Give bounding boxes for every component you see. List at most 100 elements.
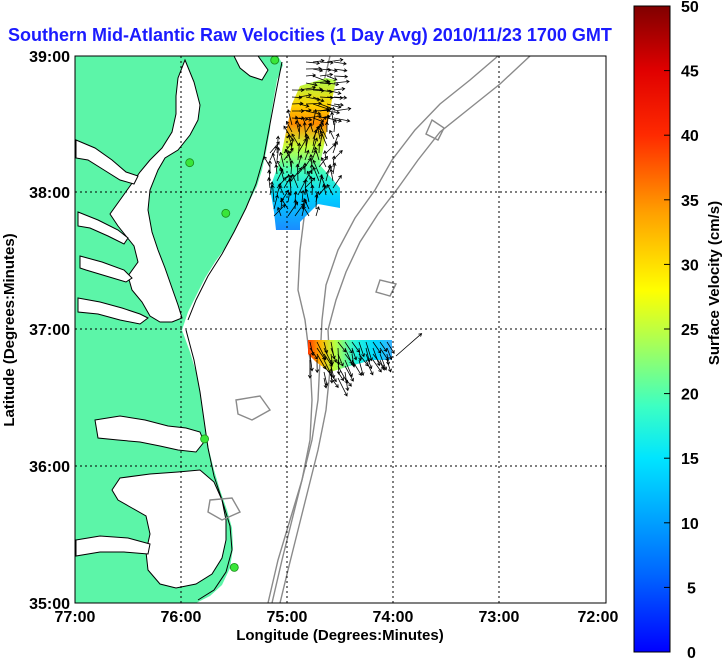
pamlico-sound [111, 469, 227, 589]
map-frame [74, 55, 607, 604]
velocity-arrow [283, 147, 294, 161]
velocity-arrow [270, 184, 275, 203]
velocity-arrow [372, 359, 382, 373]
colorbar-tick-label: 10 [681, 516, 699, 533]
x-tick-label: 75:00 [267, 609, 308, 626]
velocity-arrow [333, 106, 352, 112]
velocity-arrow [298, 85, 316, 91]
velocity-arrow [316, 347, 326, 361]
velocity-arrow [344, 371, 350, 392]
x-tick-label: 74:00 [373, 609, 414, 626]
velocity-arrow [337, 377, 348, 397]
velocity-arrow [293, 199, 298, 210]
delaware-bay [233, 56, 269, 81]
velocity-arrow [337, 371, 344, 382]
velocity-arrow [344, 341, 353, 354]
radar-station-marker [200, 434, 210, 444]
velocity-arrow [333, 117, 351, 123]
velocity-arrow [305, 61, 321, 66]
velocity-arrow [307, 359, 312, 379]
velocity-arrow [291, 133, 300, 147]
colorbar-tick-labels: 50 45 40 35 30 25 20 15 10 5 0 [681, 0, 699, 659]
velocity-arrow [303, 178, 308, 196]
colorbar-ticks [664, 5, 670, 588]
velocity-arrow [330, 111, 335, 126]
velocity-arrow [331, 155, 336, 168]
velocity-arrow [326, 75, 338, 81]
velocity-arrow [269, 181, 274, 196]
velocity-arrow [326, 89, 342, 95]
colorbar-tick-label: 50 [681, 0, 699, 16]
colorbar-tick-label: 20 [681, 387, 699, 404]
velocity-arrow [312, 117, 325, 123]
velocity-arrow [329, 168, 334, 182]
velocity-arrow [323, 365, 337, 383]
velocity-arrow [332, 140, 339, 154]
velocity-patch-south [308, 340, 392, 372]
velocity-arrow [322, 183, 327, 196]
velocity-arrow [365, 353, 373, 370]
velocity-arrow [333, 102, 344, 107]
velocity-arrow [279, 151, 285, 168]
velocity-arrow [312, 96, 325, 103]
velocity-arrow [304, 188, 310, 203]
velocity-arrow [358, 359, 365, 377]
velocity-arrow [326, 57, 344, 63]
velocity-arrow [286, 109, 293, 126]
velocity-arrow [294, 203, 305, 217]
velocity-arrow [298, 117, 313, 122]
velocity-arrow [317, 142, 322, 154]
eastern-shore-barrier [187, 61, 283, 321]
velocity-arrow [333, 61, 347, 66]
x-axis-label: Longitude (Degrees:Minutes) [236, 627, 444, 644]
x-axis-ticks: 77:00 76:00 75:00 74:00 73:00 72:00 [55, 609, 619, 626]
velocity-arrow [278, 185, 285, 196]
velocity-arrow [312, 79, 331, 84]
velocity-arrow [297, 142, 302, 161]
velocity-arrow [319, 116, 327, 126]
velocity-arrow [312, 166, 320, 182]
velocity-arrow [312, 129, 318, 147]
x-tick-label: 72:00 [578, 609, 619, 626]
velocity-arrow [372, 341, 382, 354]
velocity-arrow [287, 201, 299, 217]
velocity-arrow [386, 347, 393, 361]
velocity-arrow [329, 129, 335, 140]
velocity-arrow [330, 365, 336, 379]
grid-lines [75, 56, 606, 603]
velocity-arrow [314, 146, 320, 161]
velocity-arrow [325, 143, 337, 154]
velocity-arrow [304, 135, 310, 154]
velocity-arrow [326, 103, 342, 109]
potomac-river [75, 139, 139, 185]
velocity-arrow [285, 120, 293, 133]
velocity-arrow [337, 353, 344, 367]
map-title: Southern Mid-Atlantic Raw Velocities (1 … [8, 25, 612, 45]
colorbar-tick-label: 0 [687, 645, 696, 659]
albemarle-sound [94, 415, 205, 453]
velocity-arrow [333, 87, 346, 92]
velocity-arrow [309, 163, 314, 175]
velocity-arrow [315, 206, 320, 217]
colorbar-tick-label: 40 [681, 128, 699, 145]
velocity-arrow [309, 347, 318, 360]
velocity-arrow [305, 101, 322, 106]
velocity-arrow [344, 377, 352, 387]
velocity-arrow [320, 156, 327, 168]
velocity-arrow [332, 174, 342, 189]
rappahannock-river [77, 211, 129, 245]
velocity-arrow [316, 126, 321, 140]
velocity-arrow [379, 359, 386, 371]
velocity-arrow [297, 154, 303, 168]
y-axis-ticks: 39:00 38:00 37:00 36:00 35:00 [29, 49, 70, 613]
velocity-arrow [323, 371, 329, 387]
velocity-arrow [273, 204, 286, 217]
velocity-arrow [287, 150, 292, 168]
velocity-arrow [263, 155, 271, 168]
velocity-arrow [305, 114, 322, 119]
velocity-arrow [305, 82, 318, 87]
velocity-arrow [304, 149, 310, 161]
velocity-arrow [298, 103, 310, 108]
velocity-arrow [302, 162, 307, 174]
